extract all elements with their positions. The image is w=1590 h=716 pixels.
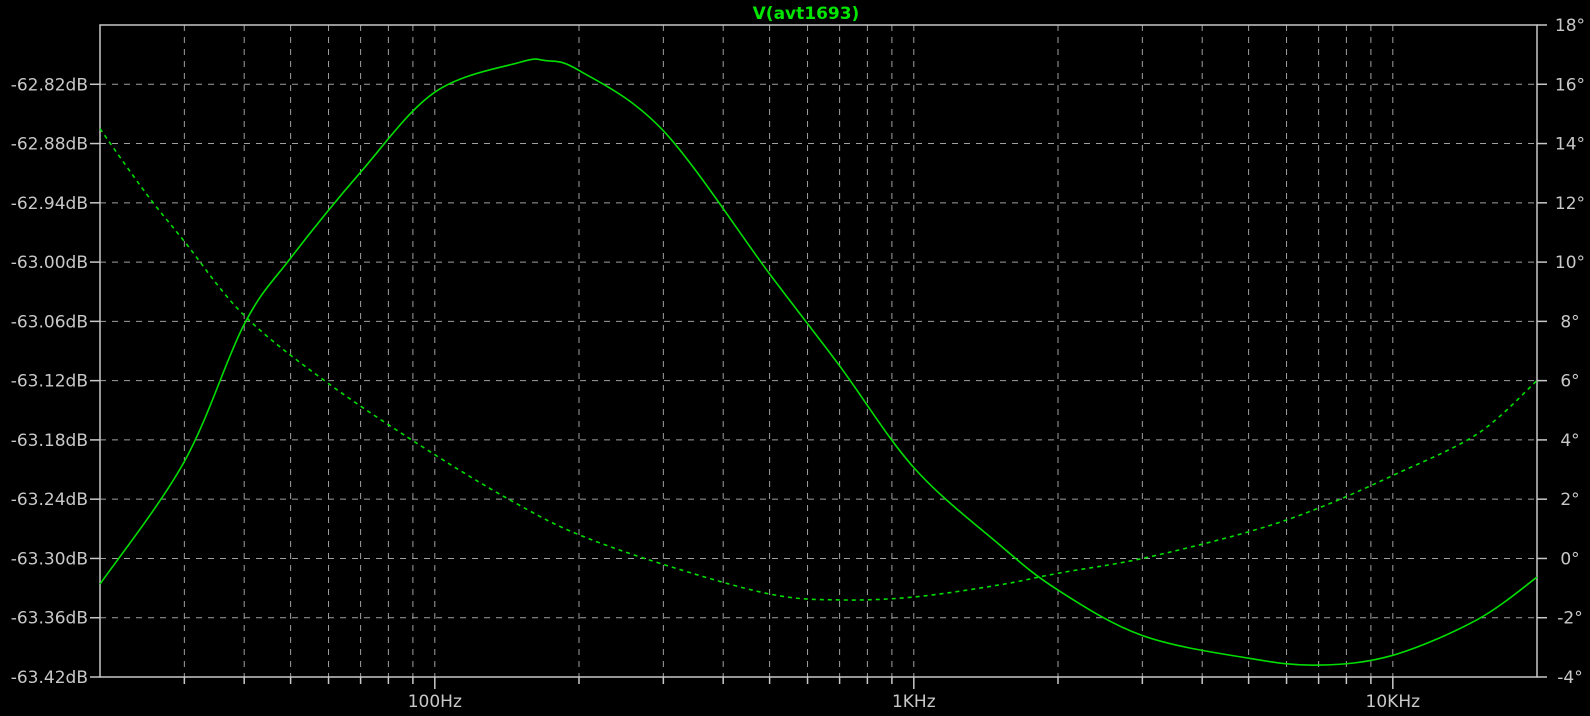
- plot-frame: [99, 24, 1538, 678]
- right-y-tick-label: 14°: [1555, 135, 1585, 155]
- left-y-tick-label: -63.36dB: [11, 609, 88, 629]
- right-y-tick-label: 10°: [1555, 253, 1585, 273]
- left-y-tick-label: -63.30dB: [11, 549, 88, 569]
- left-y-tick-label: -63.24dB: [11, 490, 88, 510]
- left-y-tick-label: -63.06dB: [11, 312, 88, 332]
- left-y-tick-label: -62.82dB: [11, 75, 88, 95]
- right-y-tick-label: 4°: [1560, 431, 1579, 451]
- right-y-tick-label: 0°: [1560, 549, 1579, 569]
- phase-trace: [99, 128, 1538, 601]
- right-y-tick-label: -4°: [1557, 668, 1582, 688]
- left-y-tick-label: -63.18dB: [11, 431, 88, 451]
- right-y-tick-label: -2°: [1557, 609, 1582, 629]
- left-y-tick-label: -63.12dB: [11, 372, 88, 392]
- left-y-tick-label: -63.00dB: [11, 253, 88, 273]
- chart-title: V(avt1693): [753, 4, 860, 24]
- magnitude-trace: [99, 58, 1538, 666]
- x-tick-label: 1KHz: [892, 692, 936, 712]
- left-y-tick-label: -62.94dB: [11, 194, 88, 214]
- axes: -62.82dB -62.88dB -62.94dB -63.00dB -63.06dB…: [11, 16, 1585, 712]
- traces: [99, 58, 1538, 666]
- right-y-tick-label: 18°: [1555, 16, 1585, 36]
- x-tick-label: 10KHz: [1366, 692, 1421, 712]
- right-y-tick-label: 2°: [1560, 490, 1579, 510]
- right-y-tick-label: 12°: [1555, 194, 1585, 214]
- left-y-tick-label: -62.88dB: [11, 135, 88, 155]
- right-y-tick-label: 8°: [1560, 312, 1579, 332]
- right-y-tick-label: 16°: [1555, 75, 1585, 95]
- grid: [100, 25, 1537, 677]
- right-y-tick-label: 6°: [1560, 372, 1579, 392]
- left-y-tick-label: -63.42dB: [11, 668, 88, 688]
- x-tick-label: 100Hz: [408, 692, 462, 712]
